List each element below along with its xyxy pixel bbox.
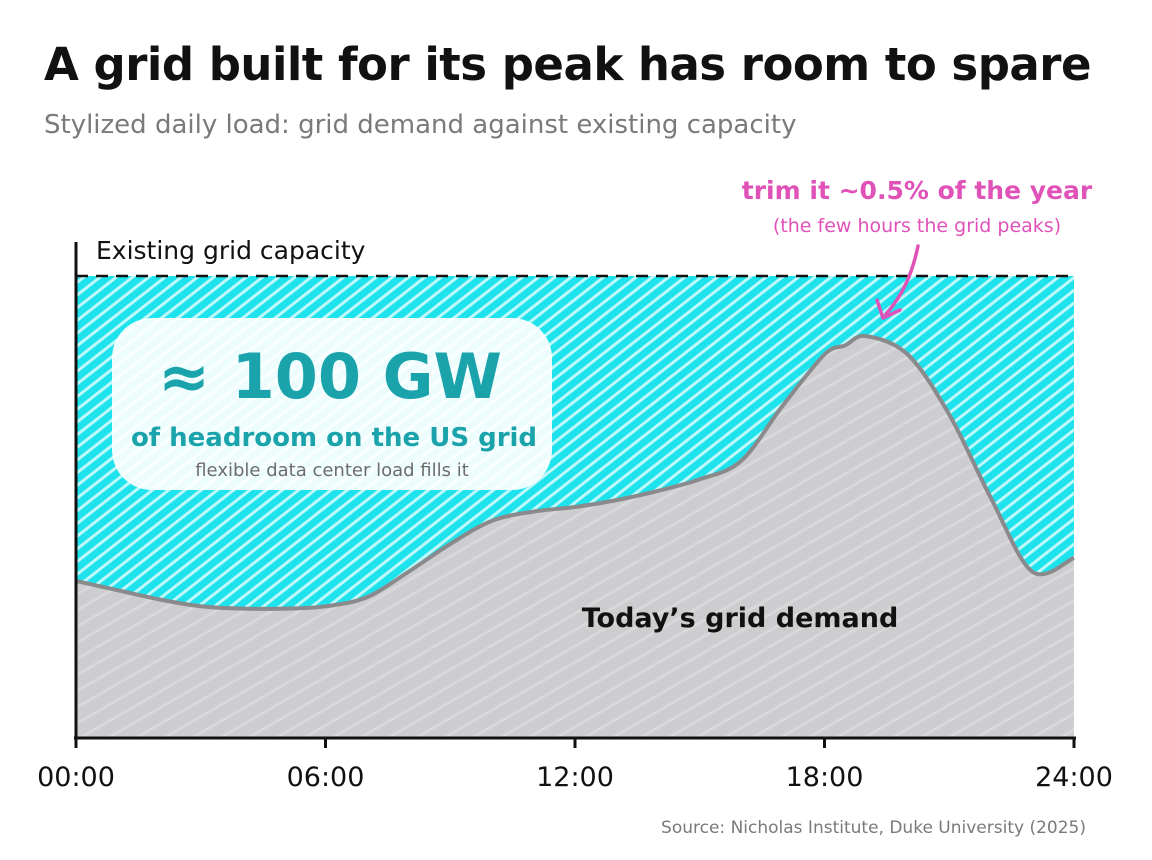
headroom-value: ≈ 100 GW xyxy=(158,340,502,413)
demand-label: Today’s grid demand xyxy=(582,603,899,634)
chart-title: A grid built for its peak has room to sp… xyxy=(44,38,1092,91)
x-tick-label: 12:00 xyxy=(536,762,614,793)
peak-annotation-title: trim it ~0.5% of the year xyxy=(742,176,1093,205)
headroom-line2: flexible data center load fills it xyxy=(195,460,469,481)
chart-subtitle: Stylized daily load: grid demand against… xyxy=(44,110,797,140)
x-tick-label: 00:00 xyxy=(37,762,115,793)
source-note: Source: Nicholas Institute, Duke Univers… xyxy=(661,818,1086,838)
headroom-callout-box xyxy=(112,318,552,490)
headroom-line1: of headroom on the US grid xyxy=(131,423,537,453)
x-tick-label: 06:00 xyxy=(287,762,365,793)
x-tick-label: 24:00 xyxy=(1035,762,1113,793)
demand-line xyxy=(75,333,1075,611)
peak-annotation-arrowhead xyxy=(875,298,902,320)
capacity-label: Existing grid capacity xyxy=(96,236,366,265)
x-tick-label: 18:00 xyxy=(786,762,864,793)
peak-annotation-arrow xyxy=(884,244,920,316)
peak-annotation-note: (the few hours the grid peaks) xyxy=(773,215,1061,237)
demand-area xyxy=(76,335,1074,738)
